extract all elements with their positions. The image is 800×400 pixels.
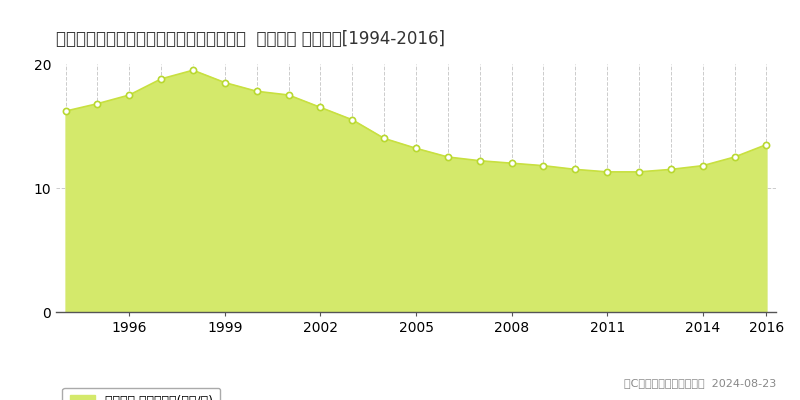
Point — [601, 169, 614, 175]
Point — [696, 162, 709, 169]
Point — [59, 108, 72, 114]
Point — [282, 92, 295, 98]
Point — [442, 154, 454, 160]
Text: 宮城県黒川郡富谷町あけの平３丁目７番６  地価公示 地価推移[1994-2016]: 宮城県黒川郡富谷町あけの平３丁目７番６ 地価公示 地価推移[1994-2016] — [56, 30, 445, 48]
Point — [728, 154, 741, 160]
Point — [378, 135, 390, 142]
Point — [410, 145, 422, 152]
Point — [218, 79, 231, 86]
Point — [665, 166, 678, 173]
Point — [250, 88, 263, 94]
Point — [123, 92, 136, 98]
Point — [154, 76, 167, 82]
Point — [186, 67, 199, 74]
Point — [91, 100, 104, 107]
Point — [633, 169, 646, 175]
Point — [569, 166, 582, 173]
Point — [537, 162, 550, 169]
Point — [760, 141, 773, 148]
Legend: 地価公示 平均坪単価(万円/坪): 地価公示 平均坪単価(万円/坪) — [62, 388, 220, 400]
Point — [314, 104, 327, 110]
Point — [474, 158, 486, 164]
Text: （C）土地価格ドットコム  2024-08-23: （C）土地価格ドットコム 2024-08-23 — [624, 378, 776, 388]
Point — [346, 116, 358, 123]
Point — [505, 160, 518, 166]
